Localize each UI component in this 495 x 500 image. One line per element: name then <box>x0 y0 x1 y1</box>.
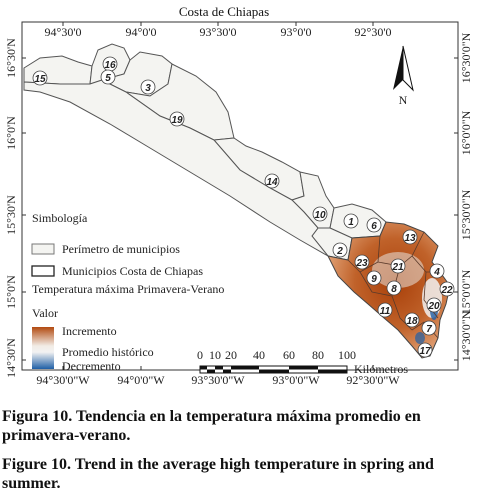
top-longitude-label: 94°0'0 <box>126 25 157 39</box>
municipality-label: 20 <box>427 301 440 312</box>
municipality-label: 22 <box>440 285 453 296</box>
bottom-longitude-label: 94°0'0"W <box>117 373 165 387</box>
legend: Simbología Perímetro de municipios Munic… <box>31 211 224 373</box>
legend-title: Simbología <box>32 211 88 225</box>
map-title: Costa de Chiapas <box>179 4 269 19</box>
municipality-label: 16 <box>104 60 116 71</box>
municipality-label: 6 <box>371 221 377 232</box>
municipality-label: 11 <box>380 306 391 317</box>
legend-coast-swatch <box>31 265 55 277</box>
left-latitude-label: 14°30'N <box>4 338 18 378</box>
caption-spanish-number: Figura 10. <box>2 408 73 425</box>
legend-coast-label: Municipios Costa de Chiapas <box>62 264 203 278</box>
municipality-label: 13 <box>404 233 416 244</box>
legend-perimeter-label: Perímetro de municipios <box>62 242 180 256</box>
municipality-label: 18 <box>406 316 418 327</box>
municipality-label: 8 <box>391 284 397 295</box>
scale-unit-label: Kilómetros <box>354 362 408 376</box>
north-arrow-icon <box>393 45 414 92</box>
right-latitude-label: 15°0'0"N <box>459 269 473 314</box>
caption-english: Figure 10. Trend in the average high tem… <box>2 455 495 493</box>
scale-tick-label: 60 <box>283 348 295 362</box>
municipality-label: 3 <box>145 83 151 94</box>
scale-tick-label: 100 <box>338 348 356 362</box>
legend-historic-label: Promedio histórico <box>62 345 154 359</box>
municipality-label: 21 <box>391 262 404 273</box>
municipality-label: 15 <box>34 74 46 85</box>
coast-strip <box>23 79 329 257</box>
municipality-label: 7 <box>426 324 432 335</box>
top-longitude-label: 93°30'0 <box>200 25 237 39</box>
scale-bar: 0 10 20 40 60 80 100 Kilómetros <box>197 348 408 376</box>
municipality-label: 17 <box>419 346 431 357</box>
map-figure: Costa de Chiapas 94°30'0 94°0'0 93°30'0 … <box>4 4 473 387</box>
municipality-label: 2 <box>336 246 343 257</box>
decrement-patch <box>415 332 425 344</box>
legend-temp-title: Temperatura máxima Primavera-Verano <box>32 282 224 296</box>
top-longitude-label: 93°0'0 <box>281 25 312 39</box>
municipality-label: 23 <box>355 258 368 269</box>
municipality-label: 14 <box>266 177 278 188</box>
left-latitude-label: 15°0'N <box>4 275 18 309</box>
caption-spanish: Figura 10. Tendencia en la temperatura m… <box>2 407 495 445</box>
right-latitude-label: 15°30'0"N <box>459 189 473 240</box>
bottom-longitude-label: 93°30'0"W <box>191 373 245 387</box>
municipality-label: 19 <box>171 115 183 126</box>
legend-increment-label: Incremento <box>62 324 117 338</box>
caption-english-number: Figure 10. <box>2 456 72 473</box>
caption-english-text: Trend in the average high temperature in… <box>2 456 434 492</box>
bottom-longitude-label: 92°30'0"W <box>346 373 400 387</box>
municipality-label: 9 <box>371 274 377 285</box>
scale-tick-label: 40 <box>253 348 265 362</box>
left-latitude-label: 16°0'N <box>4 116 18 150</box>
scale-tick-label: 10 <box>209 348 221 362</box>
left-latitude-label: 15°30'N <box>4 195 18 235</box>
scale-tick-label: 20 <box>225 348 237 362</box>
municipality-badges <box>32 56 455 358</box>
north-label: N <box>399 93 408 107</box>
right-latitude-label: 14°30'0"N <box>459 310 473 361</box>
left-latitude-label: 16°30'N <box>4 38 18 78</box>
caption-spanish-text: Tendencia en la temperatura máxima prome… <box>2 408 421 444</box>
legend-value-title: Valor <box>32 306 58 320</box>
scale-tick-label: 80 <box>312 348 324 362</box>
municipality-label: 4 <box>433 267 440 278</box>
municipality-label: 1 <box>348 217 354 228</box>
legend-ramp-swatch <box>32 327 54 369</box>
top-longitude-label: 94°30'0 <box>45 25 82 39</box>
legend-perimeter-swatch <box>31 243 55 255</box>
municipality-label: 10 <box>314 210 326 221</box>
municipality-label: 5 <box>105 73 111 84</box>
bottom-longitude-label: 94°30'0"W <box>36 373 90 387</box>
bottom-longitude-label: 93°0'0"W <box>272 373 320 387</box>
legend-decrement-label: Decremento <box>62 359 121 373</box>
scale-tick-label: 0 <box>197 348 203 362</box>
top-longitude-label: 92°30'0 <box>355 25 392 39</box>
right-latitude-label: 16°30'0"N <box>459 32 473 83</box>
right-latitude-label: 16°0'0"N <box>459 110 473 155</box>
